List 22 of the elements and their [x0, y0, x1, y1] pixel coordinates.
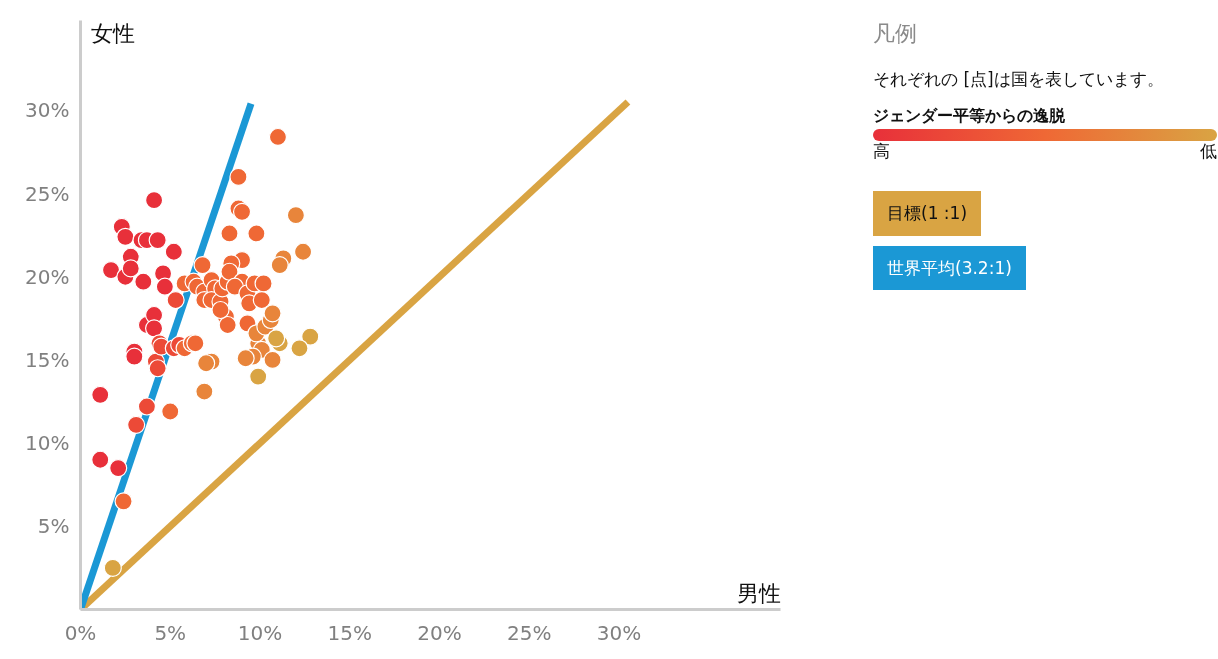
x-tick-label: 30% [596, 620, 642, 645]
text: 低 [1200, 140, 1217, 162]
x-tick-label: 0% [64, 620, 97, 645]
y-tick-label: 25% [25, 181, 70, 206]
x-tick-label: 5% [154, 620, 187, 645]
x-tick-label: 25% [506, 620, 552, 645]
y-tick-label: 30% [25, 98, 70, 123]
x-tick-label: 10% [237, 620, 283, 645]
legend-title: 凡例 [873, 21, 918, 48]
y-axis-title: 女性 [90, 20, 135, 46]
y-tick-label: 5% [37, 514, 70, 539]
text: ジェンダー平等からの逸脱 [873, 105, 1066, 125]
y-tick-label: 10% [25, 431, 70, 456]
text: 高 [873, 140, 890, 162]
y-tick-label: 20% [25, 264, 70, 289]
y-tick-label: 15% [25, 347, 70, 372]
text: 目標(1 :1) [873, 191, 982, 236]
x-axis-title: 男性 [736, 580, 781, 606]
x-tick-label: 20% [417, 620, 462, 645]
text: それぞれの [点]は国を表しています。 [873, 69, 1165, 90]
x-tick-label: 15% [327, 620, 372, 645]
text: 世界平均(3.2:1) [873, 245, 1026, 291]
